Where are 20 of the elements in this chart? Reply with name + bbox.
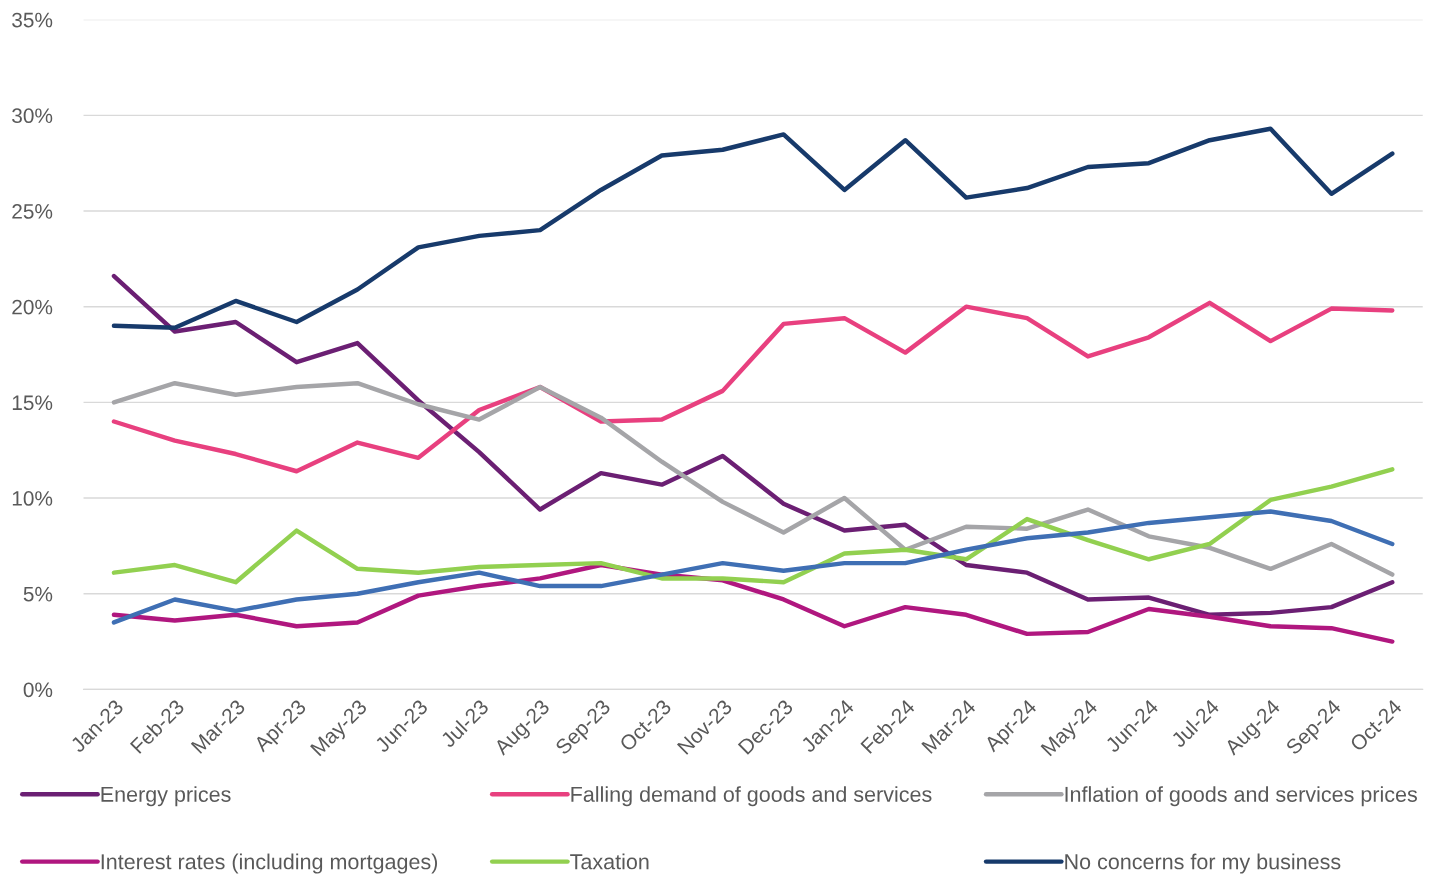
legend-label: No concerns for my business	[1065, 853, 1341, 874]
y-tick-label: 0%	[23, 682, 53, 698]
y-tick-label: 20%	[12, 299, 53, 315]
line-series	[111, 126, 1395, 330]
line-series	[111, 509, 1395, 625]
y-tick-label: 30%	[12, 108, 53, 124]
legend-label: Falling demand of goods and services	[571, 786, 932, 807]
y-tick-label: 5%	[23, 586, 53, 602]
y-tick-label: 25%	[12, 204, 53, 219]
line-series	[111, 467, 1395, 585]
y-tick-label: 35%	[12, 12, 53, 28]
y-tick-label: 15%	[12, 395, 53, 411]
y-tick-label: 10%	[12, 491, 53, 506]
legend-label: Energy prices	[101, 786, 231, 807]
line-series	[111, 273, 1395, 617]
legend-label: Taxation	[570, 853, 649, 870]
legend-label: Inflation of goods and services prices	[1065, 786, 1417, 807]
line-series	[111, 300, 1395, 474]
line-series	[111, 381, 1395, 577]
legend-label: Interest rates (including mortgages)	[101, 853, 438, 874]
